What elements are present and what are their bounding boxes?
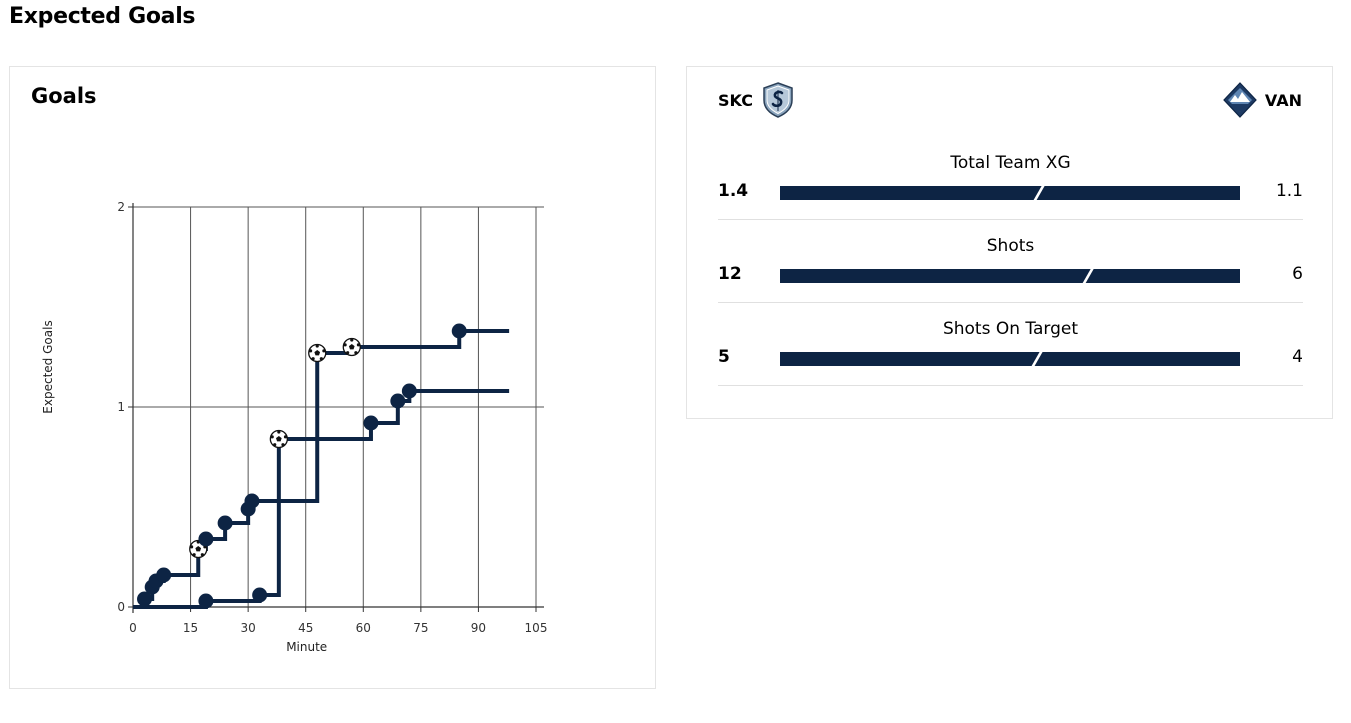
team-stats-panel: SKC VAN Total Team XG 1.4 1.1 Shots 12 6 Shots… (686, 66, 1333, 419)
stat-label: Shots On Target (942, 319, 1079, 339)
x-tick-label: 15 (183, 621, 198, 635)
stat-comparison-bar (780, 269, 1240, 283)
stat-home-value: 5 (718, 347, 730, 367)
xg-chart-panel: Goals 0 15 30 45 60 75 90 105 0 1 2 Minute Expected … (9, 66, 656, 689)
shot-marker (244, 493, 260, 509)
shot-marker (137, 591, 153, 607)
x-axis-label: Minute (286, 640, 327, 654)
stat-away-value: 6 (1292, 264, 1303, 284)
stat-home-bar (780, 186, 1042, 200)
sporting-kc-crest-icon (763, 82, 793, 118)
y-axis-label: Expected Goals (41, 320, 55, 413)
stat-comparison-bar (780, 352, 1240, 366)
shot-marker (156, 567, 172, 583)
stat-home-value: 1.4 (718, 181, 749, 201)
x-tick-label: 0 (129, 621, 137, 635)
shot-marker (401, 383, 417, 399)
x-tick-label: 30 (241, 621, 256, 635)
home-team-code: SKC (718, 90, 753, 110)
goal-ball-marker (269, 429, 288, 449)
x-tick-label: 60 (356, 621, 371, 635)
stat-away-value: 1.1 (1275, 181, 1303, 201)
stat-home-bar (780, 352, 1040, 366)
x-tick-label: 105 (525, 621, 548, 635)
vancouver-whitecaps-crest-icon (1223, 82, 1257, 118)
home-team: SKC (718, 82, 795, 118)
shot-marker (451, 323, 467, 339)
y-tick-label: 0 (117, 600, 125, 614)
stat-comparison-bar (780, 186, 1240, 200)
stat-away-bar (1036, 186, 1240, 200)
xg-step-chart: 0 15 30 45 60 75 90 105 0 1 2 Minute Expected Goals (41, 200, 548, 654)
x-tick-label: 90 (471, 621, 486, 635)
y-tick-label: 1 (117, 400, 125, 414)
stat-away-bar (1034, 352, 1240, 366)
stat-label: Total Team XG (950, 153, 1071, 173)
away-team-code: VAN (1264, 90, 1302, 110)
x-tick-label: 45 (298, 621, 313, 635)
shot-marker (198, 593, 214, 609)
away-team: VAN (1223, 82, 1302, 118)
shot-marker (252, 587, 268, 603)
stat-home-value: 12 (718, 264, 742, 284)
goal-ball-marker (342, 337, 361, 357)
stat-label: Shots (986, 236, 1035, 256)
stat-away-value: 4 (1292, 347, 1303, 367)
shot-marker (390, 393, 406, 409)
shot-marker (363, 415, 379, 431)
series-line-van (133, 389, 510, 609)
stat-row: Shots 12 6 (718, 220, 1303, 303)
series-line-skc (133, 329, 510, 609)
shot-marker (217, 515, 233, 531)
chart-title: Goals (31, 84, 97, 108)
stat-row: Shots On Target 5 4 (718, 303, 1303, 386)
stat-row: Total Team XG 1.4 1.1 (718, 137, 1303, 220)
goal-ball-marker (308, 343, 327, 363)
shot-marker (198, 531, 214, 547)
stat-home-bar (780, 269, 1091, 283)
y-tick-label: 2 (117, 200, 125, 214)
stat-away-bar (1085, 269, 1240, 283)
x-tick-label: 75 (413, 621, 428, 635)
page-title: Expected Goals (9, 4, 196, 29)
